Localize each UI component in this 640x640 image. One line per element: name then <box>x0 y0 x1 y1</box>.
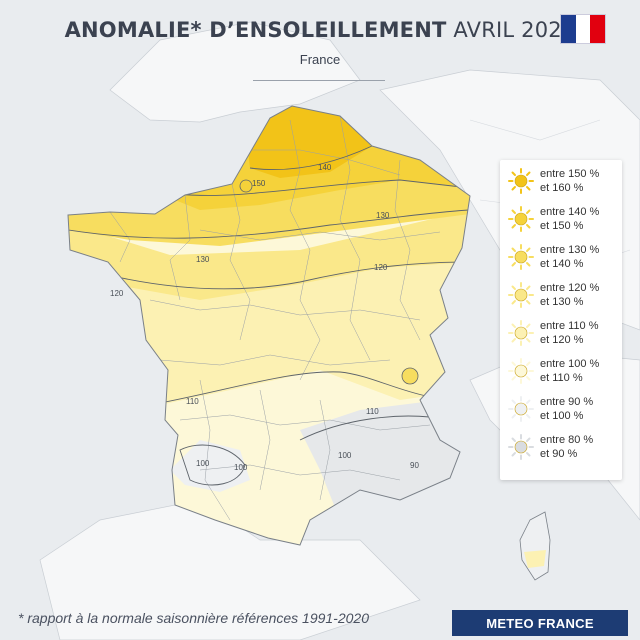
flag-white-stripe <box>575 15 591 43</box>
footnote: * rapport à la normale saisonnière référ… <box>18 610 369 626</box>
legend-label: et 100 % <box>540 410 584 422</box>
sun-ray <box>526 171 531 176</box>
sun-ray <box>511 300 516 305</box>
zone-120-130 <box>68 210 470 300</box>
legend-label: et 130 % <box>540 296 584 308</box>
sun-ray <box>511 338 516 343</box>
title-divider <box>253 80 385 81</box>
sun-icon <box>508 396 534 422</box>
sun-ray <box>511 262 516 267</box>
sun-ray <box>511 414 516 419</box>
contour-label-120: 120 <box>110 289 124 298</box>
sun-ray <box>511 224 516 229</box>
legend-item: entre 120 % et 130 % <box>508 276 620 314</box>
sun-ray <box>526 285 531 290</box>
legend-item: entre 90 % et 100 % <box>508 390 620 428</box>
contour-label-100: 100 <box>196 459 210 468</box>
sun-ray <box>526 300 531 305</box>
legend-label: entre 100 % <box>540 358 600 370</box>
legend-label: et 140 % <box>540 258 584 270</box>
legend-item: entre 110 % et 120 % <box>508 314 620 352</box>
sun-icon <box>508 206 534 232</box>
contour-label-110: 110 <box>186 397 199 406</box>
sun-ray <box>526 209 531 214</box>
sun-ray <box>526 338 531 343</box>
header: ANOMALIE* D’ENSOLEILLEMENT AVRIL 2025 Fr… <box>0 18 640 67</box>
sun-ray <box>511 376 516 381</box>
sun-ray <box>511 186 516 191</box>
title-bold: ANOMALIE* D’ENSOLEILLEMENT <box>64 18 447 42</box>
corsica <box>519 511 551 581</box>
legend-item: entre 150 % et 160 % <box>508 162 620 200</box>
title-light: AVRIL 2025 <box>453 18 576 42</box>
sun-ray <box>526 224 531 229</box>
sun-ray <box>526 376 531 381</box>
zone-150-160 <box>240 106 372 178</box>
french-flag-logo <box>560 14 606 44</box>
sun-ray <box>511 399 516 404</box>
contour-label-90: 90 <box>410 461 419 470</box>
legend-item: entre 140 % et 150 % <box>508 200 620 238</box>
sun-ray <box>511 285 516 290</box>
legend-label: entre 80 % <box>540 434 594 446</box>
legend: entre 150 % et 160 % entre 140 % et 150 % … <box>500 160 622 480</box>
legend-item: entre 130 % et 140 % <box>508 238 620 276</box>
sun-ray <box>526 361 531 366</box>
legend-label: entre 130 % <box>540 244 600 256</box>
flag-blue-stripe <box>561 15 576 43</box>
sun-icon <box>508 244 534 270</box>
legend-label: entre 110 % <box>540 320 599 332</box>
flag-red-stripe <box>590 15 605 43</box>
sun-icon <box>508 434 534 460</box>
sun-ray <box>526 399 531 404</box>
sun-ray <box>511 323 516 328</box>
legend-label: et 110 % <box>540 372 583 384</box>
legend-label: entre 150 % <box>540 168 600 180</box>
contour-label-100: 100 <box>338 451 352 460</box>
uk-landmass <box>109 21 361 123</box>
legend-item: entre 100 % et 110 % <box>508 352 620 390</box>
sun-ray <box>511 437 516 442</box>
contour-label-150: 150 <box>252 179 266 188</box>
sun-ray <box>511 247 516 252</box>
legend-label: et 90 % <box>540 448 578 460</box>
legend-label: et 120 % <box>540 334 584 346</box>
contour-label-140: 140 <box>318 163 332 172</box>
sun-icon <box>508 282 534 308</box>
sun-ray <box>511 209 516 214</box>
sun-ray <box>526 414 531 419</box>
page-subtitle: France <box>299 52 341 67</box>
legend-label: entre 140 % <box>540 206 600 218</box>
legend-label: et 150 % <box>540 220 584 232</box>
contour-label-120: 120 <box>374 263 388 272</box>
meteo-france-logo: METEO FRANCE <box>452 610 628 636</box>
contour-label-130: 130 <box>376 211 390 220</box>
contour-label-110: 110 <box>366 407 379 416</box>
sun-icon <box>508 358 534 384</box>
sun-ray <box>526 452 531 457</box>
sun-icon <box>508 320 534 346</box>
sun-ray <box>526 247 531 252</box>
legend-label: et 160 % <box>540 182 584 194</box>
legend-label: entre 120 % <box>540 282 600 294</box>
legend-item: entre 80 % et 90 % <box>508 428 620 466</box>
sun-ray <box>526 323 531 328</box>
sun-ray <box>526 262 531 267</box>
sun-ray <box>511 452 516 457</box>
sun-ray <box>511 171 516 176</box>
sun-ray <box>526 437 531 442</box>
sun-ray <box>511 361 516 366</box>
sun-ray <box>526 186 531 191</box>
contour-label-100: 100 <box>234 463 248 472</box>
sun-icon <box>508 168 534 194</box>
contour-label-130: 130 <box>196 255 210 264</box>
legend-label: entre 90 % <box>540 396 594 408</box>
page-title: ANOMALIE* D’ENSOLEILLEMENT AVRIL 2025 <box>0 18 640 42</box>
